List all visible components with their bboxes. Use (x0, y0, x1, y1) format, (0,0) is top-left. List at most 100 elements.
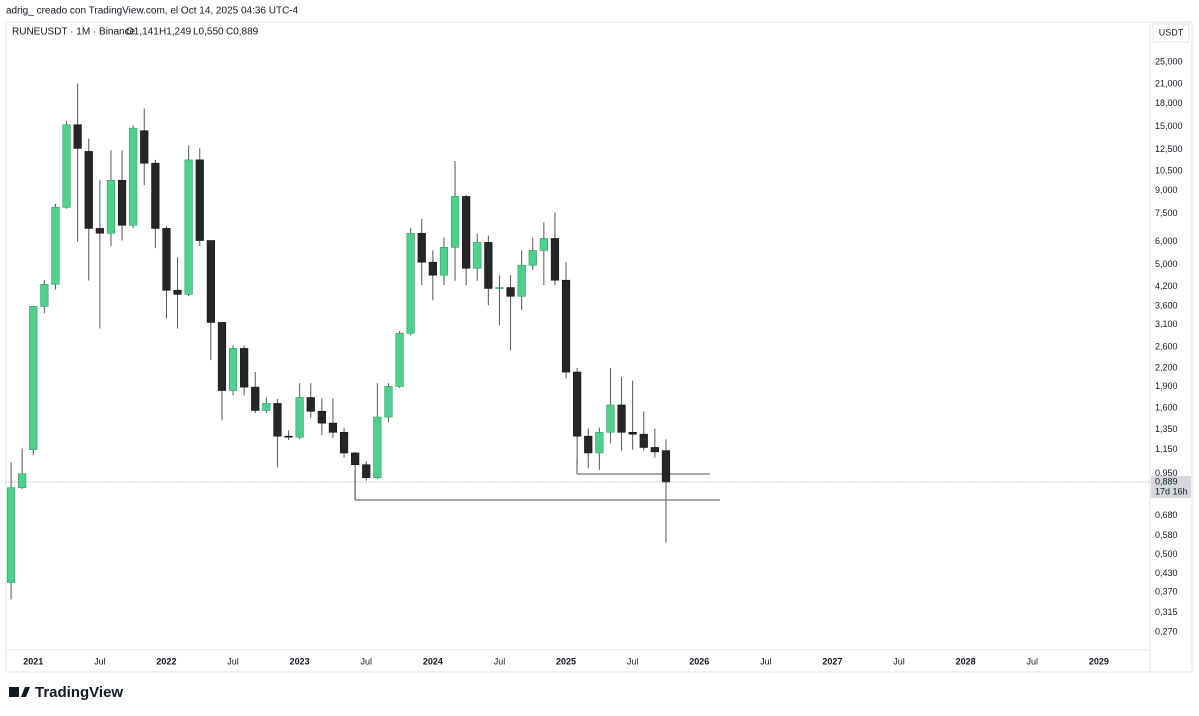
candle-body (251, 386, 260, 411)
y-tick-label: 0,950 (1155, 468, 1178, 478)
x-tick-label: Jul (760, 656, 772, 666)
y-tick-label: 1,900 (1155, 381, 1178, 391)
candle-body (639, 433, 648, 448)
candle-body (262, 403, 271, 411)
logo-text: TradingView (35, 684, 123, 701)
candle-body (406, 232, 415, 334)
last-price-box (1151, 476, 1191, 499)
candle-body (40, 283, 49, 307)
candle-body (484, 242, 493, 289)
y-tick-label: 0,500 (1155, 549, 1178, 559)
y-tick-label: 0,270 (1155, 626, 1178, 636)
candle-body (217, 322, 227, 391)
candle-body (306, 397, 315, 412)
x-tick-label: 2026 (689, 656, 709, 666)
candle-body (106, 179, 116, 234)
candle-body (184, 159, 193, 295)
candle-body (162, 228, 171, 291)
candle-body (129, 127, 138, 226)
candle-body (573, 371, 582, 437)
candle-body (384, 386, 393, 418)
candle-body (317, 410, 326, 424)
x-tick-label: Jul (494, 656, 506, 666)
x-tick-label: 2027 (822, 656, 842, 666)
candle-body (51, 206, 60, 285)
y-tick-label: 15,000 (1155, 121, 1183, 131)
x-tick-label: Jul (1026, 656, 1038, 666)
axis-unit[interactable]: USDT (1159, 27, 1184, 37)
candle-body (117, 179, 127, 226)
y-tick-label: 1,600 (1155, 402, 1178, 412)
y-tick-label: 0,370 (1155, 587, 1178, 597)
candle-body (428, 261, 437, 276)
countdown: 17d 16h (1155, 486, 1188, 496)
candle-body (550, 238, 560, 281)
x-tick-label: 2029 (1089, 656, 1109, 666)
candle-body (517, 264, 526, 297)
candle-body (617, 404, 626, 433)
candle-body (417, 232, 426, 263)
y-tick-label: 1,150 (1155, 444, 1178, 454)
y-tick-label: 2,600 (1155, 341, 1178, 351)
candle-body (206, 240, 215, 323)
candle-body (62, 124, 71, 208)
candle-body (462, 196, 471, 269)
y-tick-label: 12,500 (1155, 144, 1183, 154)
y-tick-label: 3,600 (1155, 300, 1178, 310)
candle-body (173, 289, 182, 295)
candle-body (284, 435, 293, 438)
candle-body (140, 130, 149, 164)
candle-body (95, 228, 104, 234)
candle-body (339, 431, 349, 454)
y-tick-label: 18,000 (1155, 98, 1183, 108)
ohlc-high: H1,249 (159, 27, 192, 38)
last-price-label: 0,889 (1155, 476, 1178, 486)
credit: adrig_ creado con TradingView.com, el Oc… (6, 6, 299, 17)
x-tick-label: Jul (94, 656, 106, 666)
y-tick-label: 4,200 (1155, 281, 1178, 291)
y-tick-label: 3,100 (1155, 319, 1178, 329)
candle-body (195, 159, 204, 241)
ohlc-close: C0,889 (226, 27, 259, 38)
y-tick-label: 0,580 (1155, 530, 1178, 540)
candle-body (362, 464, 371, 479)
y-tick-label: 7,500 (1155, 208, 1178, 218)
y-tick-label: 21,000 (1155, 78, 1183, 88)
candle-body (495, 287, 504, 289)
y-tick-label: 5,000 (1155, 259, 1178, 269)
logo-mark (9, 687, 19, 697)
y-tick-label: 9,000 (1155, 185, 1178, 195)
candle-body (595, 431, 604, 454)
candle-body (450, 196, 460, 248)
candle-body (395, 332, 404, 387)
x-tick-label: Jul (893, 656, 905, 666)
candle-body (439, 247, 449, 276)
candle-body (506, 287, 515, 297)
x-tick-label: 2021 (23, 656, 43, 666)
x-tick-label: 2022 (156, 656, 176, 666)
candle-body (584, 435, 593, 454)
x-tick-label: Jul (227, 656, 239, 666)
candle-body (240, 348, 249, 388)
candle-body (73, 124, 82, 149)
candle-body (151, 162, 160, 229)
candle-body (373, 416, 382, 479)
ohlc-open: O1,141 (126, 27, 159, 38)
ohlc-low: L0,550 (193, 27, 224, 38)
logo[interactable]: TradingView (9, 684, 123, 701)
chart-frame (5, 21, 1193, 673)
candle-body (18, 473, 27, 488)
candle-body (351, 452, 360, 466)
y-tick-label: 25,000 (1155, 57, 1183, 67)
y-tick-label: 2,200 (1155, 362, 1178, 372)
logo-mark (21, 687, 30, 697)
y-tick-label: 6,000 (1155, 236, 1178, 246)
candle-body (661, 450, 671, 483)
unit-box[interactable] (1152, 23, 1190, 43)
x-tick-label: 2023 (290, 656, 310, 666)
symbol: RUNEUSDT · 1M · Binance (12, 27, 136, 38)
candle-body (29, 306, 38, 450)
y-tick-label: 10,500 (1155, 166, 1183, 176)
y-tick-label: 0,315 (1155, 607, 1178, 617)
